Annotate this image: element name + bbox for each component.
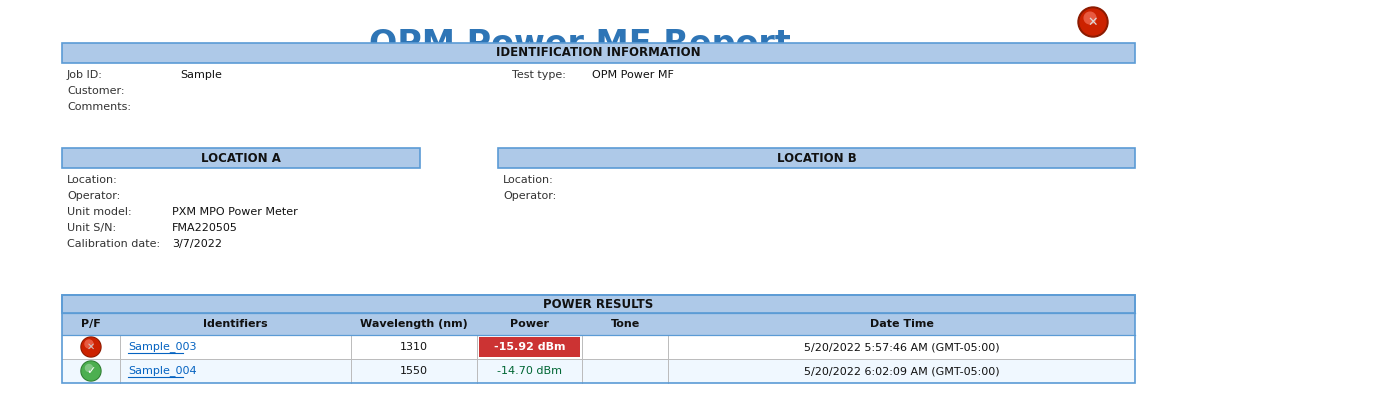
Circle shape [82,338,101,356]
Text: P/F: P/F [81,319,101,329]
Text: OPM Power MF Report: OPM Power MF Report [369,28,792,61]
Text: Unit model:: Unit model: [67,207,131,217]
Circle shape [1085,12,1096,24]
Text: Job ID:: Job ID: [67,70,103,80]
Text: Sample_003: Sample_003 [128,342,197,352]
Bar [61,43,1135,63]
Text: PXM MPO Power Meter: PXM MPO Power Meter [172,207,297,217]
Text: Customer:: Customer: [67,86,124,96]
Text: Sample: Sample [180,70,222,80]
Text: LOCATION A: LOCATION A [201,152,281,164]
Circle shape [85,365,92,372]
Text: 5/20/2022 5:57:46 AM (GMT-05:00): 5/20/2022 5:57:46 AM (GMT-05:00) [804,342,1000,352]
Text: 1550: 1550 [399,366,429,376]
Text: Location:: Location: [503,175,554,185]
Text: Unit S/N:: Unit S/N: [67,223,116,233]
Text: Location:: Location: [67,175,117,185]
Text: IDENTIFICATION INFORMATION: IDENTIFICATION INFORMATION [496,47,701,59]
Text: Test type:: Test type: [512,70,565,80]
Text: Date Time: Date Time [870,319,934,329]
Text: -15.92 dBm: -15.92 dBm [494,342,565,352]
Circle shape [1081,9,1106,35]
Text: 5/20/2022 6:02:09 AM (GMT-05:00): 5/20/2022 6:02:09 AM (GMT-05:00) [804,366,1000,376]
Circle shape [1078,7,1108,37]
Circle shape [82,362,101,380]
Text: Tone: Tone [610,319,639,329]
Bar [498,148,1135,168]
Circle shape [85,340,94,348]
Text: Identifiers: Identifiers [202,319,268,329]
Bar [61,335,1135,359]
Text: ✓: ✓ [87,366,96,376]
Text: Operator:: Operator: [67,191,120,201]
Text: LOCATION B: LOCATION B [776,152,856,164]
Text: Operator:: Operator: [503,191,556,201]
Bar [61,313,1135,335]
Text: Power: Power [511,319,550,329]
Bar [61,295,1135,313]
Text: FMA220505: FMA220505 [172,223,237,233]
Text: Wavelength (nm): Wavelength (nm) [360,319,468,329]
Text: -14.70 dBm: -14.70 dBm [497,366,563,376]
Text: ✕: ✕ [1087,16,1099,28]
Bar [61,148,420,168]
Text: 3/7/2022: 3/7/2022 [172,239,222,249]
Text: POWER RESULTS: POWER RESULTS [543,297,653,311]
Circle shape [81,337,101,357]
Text: ✕: ✕ [87,342,95,352]
Text: 1310: 1310 [399,342,429,352]
Text: OPM Power MF: OPM Power MF [592,70,674,80]
Text: Comments:: Comments: [67,102,131,112]
Circle shape [81,361,101,381]
Bar [61,359,1135,383]
Text: Calibration date:: Calibration date: [67,239,161,249]
Bar [479,337,581,357]
Bar [61,295,1135,383]
Text: Sample_004: Sample_004 [128,366,197,377]
